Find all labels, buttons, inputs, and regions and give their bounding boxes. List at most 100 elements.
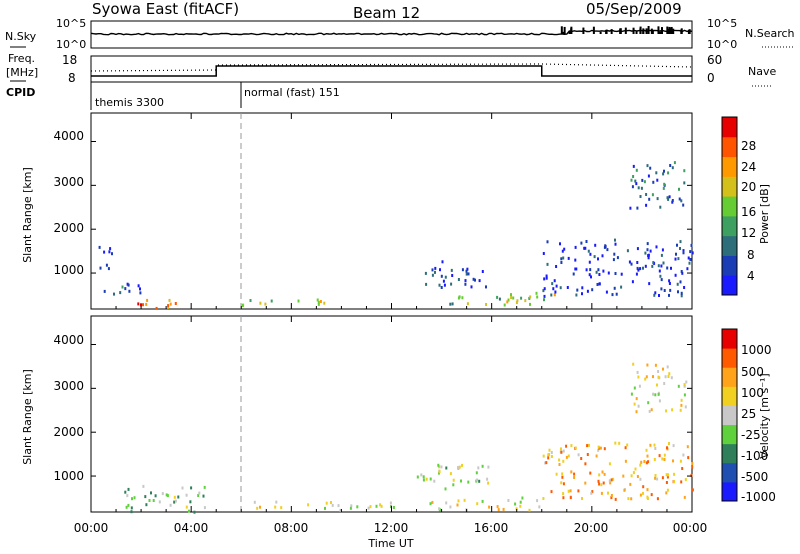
velocity-cell: [599, 446, 602, 450]
power-cell: [108, 250, 111, 254]
xtick-16: 16:00: [474, 521, 509, 535]
power-cell: [259, 301, 262, 305]
cpid-label: CPID: [6, 86, 35, 99]
power-cell: [680, 291, 683, 295]
velocity-cell: [545, 461, 548, 465]
velocity-cell: [601, 470, 604, 474]
velocity-cell: [558, 463, 561, 466]
power-cbar-swatch: [722, 275, 737, 296]
velocity-cell: [635, 410, 638, 414]
nsearch-label: N.Search: [745, 27, 795, 40]
power-cell: [543, 287, 546, 291]
power-cbar-swatch: [722, 235, 737, 256]
power-cell: [642, 266, 644, 270]
power-cell: [687, 256, 690, 260]
velocity-cell: [174, 499, 177, 503]
power-cell: [590, 275, 592, 279]
power-cell: [670, 266, 672, 270]
power-cell: [535, 291, 538, 295]
power-cell: [614, 272, 617, 275]
velocity-cell: [677, 384, 680, 388]
velocity-cell: [569, 489, 572, 493]
velocity-cell: [477, 466, 480, 470]
velocity-cell: [635, 397, 638, 401]
power-cell: [656, 178, 659, 182]
power-cell: [636, 266, 639, 270]
power-cell: [606, 248, 609, 252]
power-cell: [450, 282, 453, 286]
power-cell: [128, 289, 131, 293]
velocity-cell: [467, 480, 470, 484]
power-cell: [155, 306, 158, 310]
power-cell: [634, 179, 637, 183]
velocity-cell: [667, 473, 670, 477]
velocity-cell: [639, 477, 642, 481]
power-cell: [442, 279, 445, 283]
velocity-cell: [142, 484, 145, 488]
velocity-cell: [486, 477, 489, 481]
power-cell: [561, 249, 564, 253]
power-cell: [594, 243, 597, 247]
velocity-cell: [130, 506, 133, 510]
velocity-cell: [646, 454, 649, 458]
power-cell: [646, 242, 649, 246]
velocity-cell: [573, 472, 576, 476]
velocity-cell: [150, 491, 152, 495]
velocity-cell: [562, 492, 565, 496]
velocity-cell: [644, 377, 647, 381]
power-cell: [317, 302, 320, 306]
velocity-cell: [161, 492, 164, 496]
power-cell: [659, 205, 662, 209]
velocity-cbar-swatch: [722, 367, 737, 387]
power-cbar-swatch: [722, 215, 737, 237]
velocity-cell: [658, 454, 661, 458]
velocity-cell: [188, 509, 190, 513]
velocity-cell: [633, 402, 636, 406]
velocity-cell: [425, 477, 428, 481]
velocity-cell: [666, 475, 669, 479]
power-cell: [542, 289, 545, 293]
power-cell: [478, 279, 481, 283]
power-cell: [543, 298, 545, 302]
velocity-cell: [449, 472, 452, 476]
power-cell: [470, 285, 473, 289]
power-cell: [466, 302, 469, 306]
power-cell: [563, 247, 566, 251]
velocity-cell: [657, 370, 660, 373]
velocity-cell: [422, 475, 425, 479]
power-cell: [111, 252, 113, 256]
velocity-cell: [670, 376, 673, 380]
velocity-cell: [544, 461, 547, 465]
power-cell: [614, 242, 617, 246]
velocity-cell: [598, 482, 601, 486]
nave-tick-bottom: 0: [707, 71, 715, 85]
power-cell: [651, 193, 654, 197]
power-cell: [691, 251, 694, 255]
power-cell: [515, 301, 518, 305]
power-cell: [464, 282, 467, 286]
velocity-cbar-tick-500: 500: [741, 365, 764, 379]
power-cell: [449, 302, 452, 306]
power-cell: [655, 171, 658, 175]
power-cell: [323, 301, 326, 305]
power-cell: [270, 299, 273, 303]
velocity-cell: [684, 405, 687, 409]
power-cell: [249, 299, 252, 302]
velocity-cell: [581, 497, 583, 500]
velocity-cell: [622, 474, 625, 478]
velocity-cell: [198, 491, 201, 495]
velocity-cell: [685, 380, 688, 384]
power-cell: [516, 299, 519, 303]
velocity-cell: [653, 458, 656, 461]
velocity-cell: [577, 489, 580, 493]
velocity-cbar-swatch: [722, 424, 737, 445]
power-cell: [588, 273, 591, 277]
velocity-cell: [642, 491, 644, 495]
velocity-cell: [487, 481, 490, 485]
velocity-cell: [349, 506, 352, 510]
power-cell: [680, 199, 683, 203]
power-cell: [506, 300, 509, 304]
power-cell: [631, 185, 634, 189]
velocity-cell: [148, 499, 151, 502]
